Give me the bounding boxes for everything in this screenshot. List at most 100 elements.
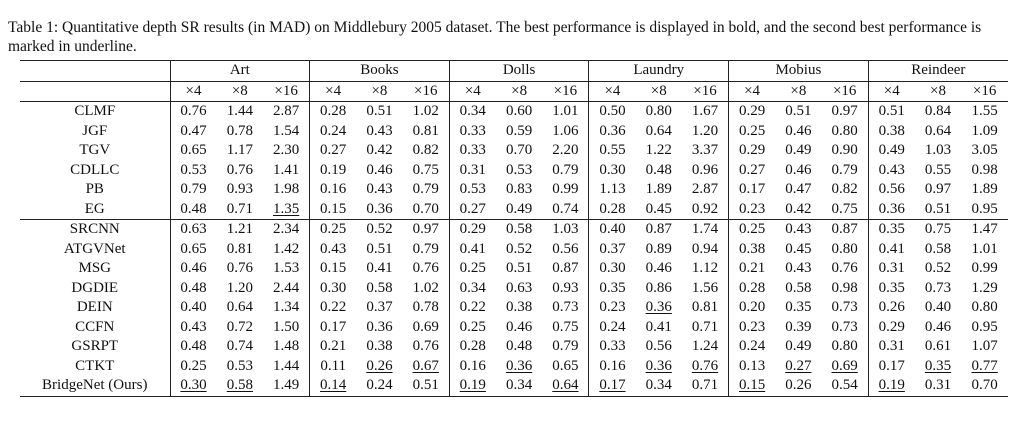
- value-cell: 0.65: [552, 357, 579, 374]
- value-cell: 0.40: [169, 298, 217, 318]
- value-cell: 0.27: [785, 357, 812, 374]
- value-cell: 0.87: [635, 219, 683, 240]
- value-cell: 0.25: [728, 121, 776, 141]
- value-cell: 0.21: [728, 259, 776, 279]
- value-cell: 0.28: [588, 199, 636, 220]
- dataset-header: Mobius: [728, 60, 869, 81]
- value-cell: 0.60: [495, 101, 543, 122]
- scale-header: ×4: [867, 80, 915, 102]
- method-name: MSG: [78, 260, 111, 277]
- value-cell: 0.36: [366, 200, 393, 217]
- value-cell: 1.22: [645, 142, 672, 159]
- value-cell: 0.87: [821, 219, 869, 240]
- value-cell: 1.50: [272, 318, 300, 335]
- value-cell: 0.23: [588, 298, 636, 318]
- value-cell: 0.49: [867, 141, 915, 161]
- value-cell: 0.22: [309, 298, 357, 318]
- value-cell: 0.76: [226, 161, 253, 178]
- value-cell: 0.48: [169, 337, 217, 357]
- value-cell: 0.25: [169, 356, 217, 376]
- value-cell: 0.15: [309, 199, 357, 220]
- value-cell: 0.47: [785, 181, 812, 198]
- value-cell: 1.47: [961, 219, 1008, 240]
- value-cell: 0.22: [448, 298, 496, 318]
- method-name: ATGVNet: [63, 240, 126, 257]
- value-cell: 0.80: [971, 299, 998, 316]
- value-cell: 0.28: [728, 278, 776, 298]
- value-cell: 0.56: [645, 338, 672, 355]
- value-cell: 0.61: [924, 338, 952, 355]
- value-cell: 0.71: [682, 376, 729, 397]
- scale-header: ×4: [588, 80, 636, 102]
- scale-header: ×16: [402, 80, 450, 102]
- value-cell: 0.35: [867, 219, 915, 240]
- value-cell: 0.36: [505, 357, 533, 374]
- value-cell: 0.39: [785, 318, 812, 335]
- value-cell: 0.34: [635, 376, 683, 397]
- value-cell: 0.26: [867, 298, 915, 318]
- value-cell: 1.35: [272, 200, 300, 217]
- value-cell: 0.43: [366, 181, 393, 198]
- method-name: CDLLC: [70, 161, 120, 178]
- results-table: Art Books Dolls Laundry Mobius Reindeer …: [20, 60, 1008, 397]
- value-cell: 0.51: [505, 260, 533, 277]
- value-cell: 0.14: [309, 376, 357, 397]
- method-name: BridgeNet (Ours): [20, 376, 170, 397]
- value-cell: 1.20: [226, 279, 253, 296]
- value-cell: 0.83: [505, 181, 533, 198]
- value-cell: 0.36: [867, 199, 915, 220]
- value-cell: 0.31: [448, 160, 496, 180]
- value-cell: 0.64: [542, 376, 589, 397]
- value-cell: 0.55: [588, 141, 636, 161]
- value-cell: 0.38: [366, 338, 393, 355]
- value-cell: 0.48: [645, 161, 672, 178]
- value-cell: 0.45: [645, 200, 672, 217]
- value-cell: 0.24: [309, 121, 357, 141]
- value-cell: 0.51: [775, 101, 822, 122]
- value-cell: 0.59: [505, 122, 533, 139]
- value-cell: 0.35: [924, 357, 952, 374]
- scale-header: ×4: [309, 80, 357, 102]
- value-cell: 0.26: [775, 376, 822, 397]
- scale-header: ×8: [356, 80, 403, 102]
- value-cell: 0.80: [831, 338, 858, 355]
- value-cell: 3.05: [971, 142, 998, 159]
- value-cell: 0.71: [691, 318, 719, 335]
- dataset-header: Laundry: [588, 60, 729, 81]
- value-cell: 0.49: [785, 142, 812, 159]
- value-cell: 0.49: [785, 338, 812, 355]
- value-cell: 0.70: [961, 376, 1008, 397]
- value-cell: 0.25: [728, 219, 776, 240]
- value-cell: 0.79: [412, 181, 439, 198]
- value-cell: 0.64: [226, 299, 253, 316]
- value-cell: 0.19: [867, 376, 915, 397]
- scale-header: ×16: [682, 80, 729, 102]
- value-cell: 0.37: [588, 239, 636, 259]
- value-cell: 0.30: [588, 259, 636, 279]
- value-cell: 0.81: [412, 122, 439, 139]
- value-cell: 0.53: [226, 357, 253, 374]
- value-cell: 0.58: [495, 219, 543, 240]
- method-name: SRCNN: [20, 219, 170, 240]
- method-name: PB: [85, 181, 104, 198]
- value-cell: 0.54: [821, 376, 869, 397]
- value-cell: 0.43: [867, 160, 915, 180]
- value-cell: 3.37: [691, 142, 719, 159]
- value-cell: 0.46: [785, 161, 812, 178]
- value-cell: 0.80: [635, 101, 683, 122]
- value-cell: 0.23: [728, 317, 776, 337]
- value-cell: 0.27: [448, 199, 496, 220]
- value-cell: 0.35: [588, 278, 636, 298]
- value-cell: 1.74: [682, 219, 729, 240]
- value-cell: 0.24: [588, 317, 636, 337]
- value-cell: 0.76: [226, 260, 253, 277]
- value-cell: 1.48: [272, 338, 300, 355]
- value-cell: 1.44: [272, 357, 300, 374]
- value-cell: 0.80: [831, 122, 858, 139]
- value-cell: 0.17: [309, 317, 357, 337]
- value-cell: 0.97: [402, 219, 450, 240]
- value-cell: 0.82: [831, 181, 858, 198]
- scale-header: ×4: [728, 80, 776, 102]
- value-cell: 0.36: [366, 318, 393, 335]
